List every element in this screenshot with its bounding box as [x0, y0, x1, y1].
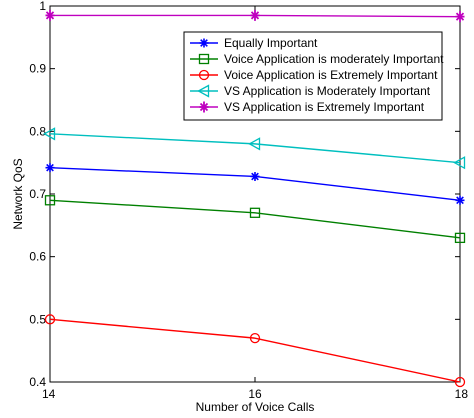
- data-point-series-2: [44, 314, 56, 325]
- x-tick-label: 16: [248, 387, 262, 401]
- data-point-series-3: [43, 127, 56, 141]
- y-tick-label: 0.4: [29, 375, 46, 389]
- series-line-1: [49, 199, 461, 239]
- y-tick-label: 0.5: [29, 312, 46, 326]
- data-point-series-4: [250, 9, 260, 21]
- series-markers: [43, 9, 466, 388]
- legend-box: [183, 31, 443, 121]
- data-point-series-0: [45, 163, 55, 173]
- data-point-series-4: [455, 11, 465, 23]
- y-tick-label: 0.8: [29, 124, 46, 138]
- legend-label: Equally Important: [224, 36, 318, 50]
- legend-label: VS Application is Extremely Important: [224, 100, 425, 114]
- legend-label: Voice Application is moderately Importan…: [224, 52, 444, 66]
- x-tick-label: 14: [42, 387, 56, 401]
- data-point-series-4: [45, 9, 55, 21]
- legend-marker: [197, 84, 210, 98]
- y-tick-label: 0.9: [29, 62, 46, 76]
- legend-label: Voice Application is Extremely Important: [224, 68, 438, 82]
- x-tick-label: 18: [455, 387, 469, 401]
- data-point-series-2: [249, 332, 261, 344]
- legend-marker: [199, 38, 209, 48]
- data-point-series-1: [249, 207, 261, 218]
- data-point-series-3: [248, 137, 261, 151]
- y-tick-label: 0.7: [29, 187, 46, 201]
- y-tick-label: 1: [39, 0, 46, 13]
- data-point-series-2: [454, 376, 466, 388]
- data-point-series-0: [455, 195, 465, 205]
- legend-marker: [198, 53, 210, 65]
- y-axis-title: Network QoS: [11, 158, 25, 229]
- legend-marker: [198, 69, 210, 81]
- legend-label: VS Application is Moderately Important: [224, 84, 431, 98]
- y-tick-label: 0.6: [29, 250, 46, 264]
- legend-marker: [199, 101, 209, 113]
- series-line-2: [49, 318, 461, 383]
- x-axis-title: Number of Voice Calls: [196, 400, 315, 414]
- legend: Equally Important Voice Application is mo…: [183, 31, 444, 121]
- data-point-series-1: [44, 195, 56, 206]
- data-point-series-0: [250, 171, 260, 181]
- data-point-series-3: [453, 156, 466, 170]
- data-point-series-1: [454, 232, 466, 244]
- series-line-3: [49, 133, 461, 164]
- axis-ticks: 0.4 0.5 0.6 0.7 0.8 0.9 1 14 16 18: [29, 0, 468, 401]
